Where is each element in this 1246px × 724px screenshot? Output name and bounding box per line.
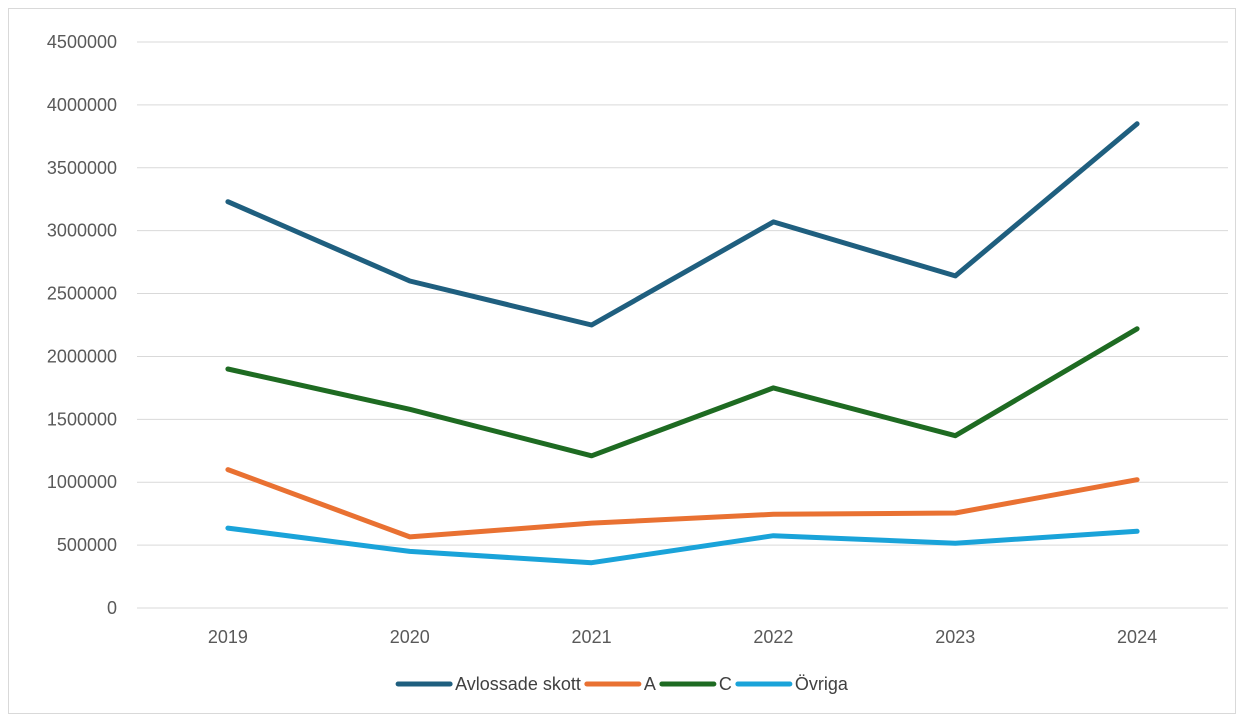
y-tick-label: 3000000 <box>47 221 117 241</box>
y-tick-label: 1000000 <box>47 472 117 492</box>
y-tick-label: 4500000 <box>47 32 117 52</box>
y-tick-label: 3500000 <box>47 158 117 178</box>
series-lines <box>225 121 1140 566</box>
y-tick-label: 1500000 <box>47 409 117 429</box>
legend-item: Övriga <box>735 674 849 694</box>
series-line-1 <box>225 467 1140 540</box>
y-axis-ticks: 0 500000 1000000 1500000 2000000 2500000 30000… <box>47 32 117 618</box>
y-tick-label: 0 <box>107 598 117 618</box>
series-line-3 <box>225 525 1140 566</box>
legend-label: A <box>644 674 656 694</box>
gridlines <box>137 41 1228 609</box>
x-axis-ticks: 2019 2020 2021 2022 2023 2024 <box>208 627 1157 647</box>
legend: Avlossade skott A C Övriga <box>395 674 849 694</box>
y-tick-label: 500000 <box>57 535 117 555</box>
x-tick-label: 2019 <box>208 627 248 647</box>
legend-label: C <box>719 674 732 694</box>
x-tick-label: 2020 <box>390 627 430 647</box>
y-tick-label: 2000000 <box>47 346 117 366</box>
x-tick-label: 2024 <box>1117 627 1157 647</box>
x-tick-label: 2023 <box>935 627 975 647</box>
legend-label: Övriga <box>795 674 849 694</box>
legend-item: C <box>659 674 732 694</box>
legend-item: Avlossade skott <box>395 674 581 694</box>
series-line-0 <box>225 121 1140 328</box>
legend-label: Avlossade skott <box>455 674 581 694</box>
legend-item: A <box>584 674 656 694</box>
y-tick-label: 2500000 <box>47 284 117 304</box>
chart-frame <box>8 8 1236 714</box>
x-tick-label: 2022 <box>753 627 793 647</box>
x-tick-label: 2021 <box>572 627 612 647</box>
series-line-2 <box>225 326 1140 459</box>
y-tick-label: 4000000 <box>47 95 117 115</box>
